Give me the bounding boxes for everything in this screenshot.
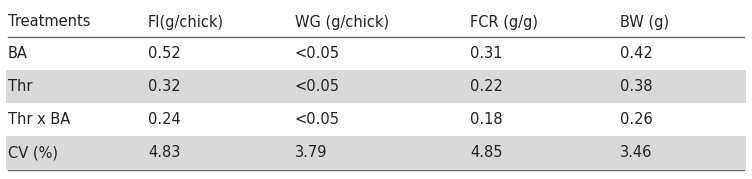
Text: CV (%): CV (%) bbox=[8, 145, 58, 160]
Text: FI(g/chick): FI(g/chick) bbox=[148, 14, 224, 30]
Text: 3.79: 3.79 bbox=[295, 145, 328, 160]
Text: 0.32: 0.32 bbox=[148, 79, 180, 94]
Text: Treatments: Treatments bbox=[8, 14, 90, 30]
Text: 0.38: 0.38 bbox=[620, 79, 653, 94]
Text: BW (g): BW (g) bbox=[620, 14, 669, 30]
Bar bbox=[6, 37, 746, 70]
Text: 0.24: 0.24 bbox=[148, 112, 180, 127]
Bar bbox=[6, 70, 746, 103]
Text: 0.31: 0.31 bbox=[470, 46, 502, 61]
Text: Thr: Thr bbox=[8, 79, 32, 94]
Text: 4.83: 4.83 bbox=[148, 145, 180, 160]
Bar bbox=[6, 103, 746, 136]
Text: <0.05: <0.05 bbox=[295, 46, 340, 61]
Text: 0.52: 0.52 bbox=[148, 46, 180, 61]
Text: <0.05: <0.05 bbox=[295, 79, 340, 94]
Text: WG (g/chick): WG (g/chick) bbox=[295, 14, 389, 30]
Text: FCR (g/g): FCR (g/g) bbox=[470, 14, 538, 30]
Text: 0.22: 0.22 bbox=[470, 79, 503, 94]
Text: 3.46: 3.46 bbox=[620, 145, 653, 160]
Text: 0.18: 0.18 bbox=[470, 112, 502, 127]
Text: 4.85: 4.85 bbox=[470, 145, 502, 160]
Text: BA: BA bbox=[8, 46, 28, 61]
Text: <0.05: <0.05 bbox=[295, 112, 340, 127]
Text: 0.42: 0.42 bbox=[620, 46, 653, 61]
Text: 0.26: 0.26 bbox=[620, 112, 653, 127]
Bar bbox=[6, 136, 746, 169]
Text: Thr x BA: Thr x BA bbox=[8, 112, 70, 127]
